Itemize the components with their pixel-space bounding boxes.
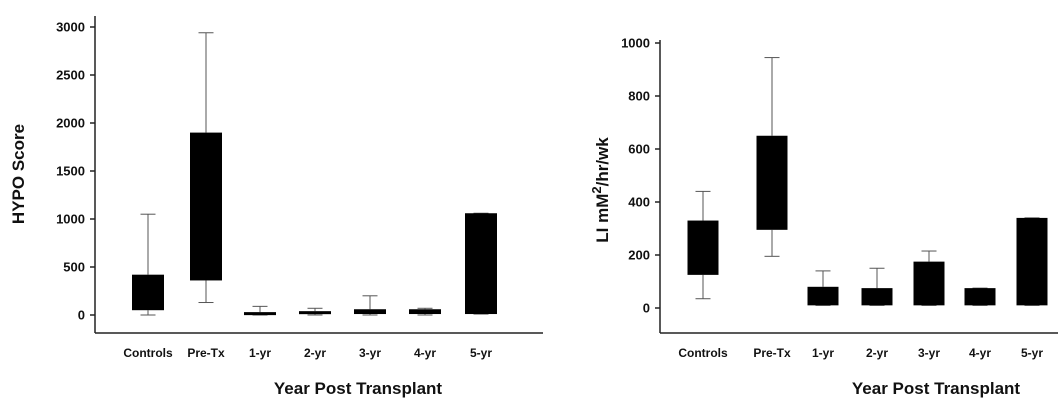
category-label: 4-yr [969,346,991,360]
y-tick-label: 3000 [56,20,85,35]
category-label: 3-yr [359,346,381,360]
box-body [132,274,164,311]
y-tick-label: 1000 [56,212,85,227]
y-tick-label: 200 [628,248,650,263]
box-3-yr [354,295,386,316]
category-label: 1-yr [812,346,834,360]
y-tick-label: 400 [628,195,650,210]
right-y-ticks: 0 200 400 600 800 1000 [621,36,660,316]
right-y-axis-label: LI mM2/hr/wk [589,137,612,243]
box-4-yr [409,307,441,316]
right-category-labels: Controls Pre-Tx 1-yr 2-yr 3-yr 4-yr 5-yr [678,346,1043,360]
box-5-yr [465,212,497,315]
y-tick-label: 0 [643,301,650,316]
box-controls [132,213,164,316]
box-5-yr [1016,217,1048,306]
category-label: Controls [123,346,173,360]
y-tick-label: 800 [628,89,650,104]
y-tick-label: 2000 [56,116,85,131]
box-body [299,311,331,315]
box-body [465,213,497,315]
category-label: Controls [678,346,728,360]
category-label: 1-yr [249,346,271,360]
right-y-label-sup: 2 [589,186,604,193]
left-x-axis-title: Year Post Transplant [274,379,443,398]
y-tick-label: 600 [628,142,650,157]
category-label: 3-yr [918,346,940,360]
box-body [807,286,839,306]
box-pre-tx [190,32,222,304]
left-y-ticks: 0 500 1000 1500 2000 2500 3000 [56,20,95,323]
y-tick-label: 500 [63,260,85,275]
box-pre-tx [756,57,788,257]
box-body [409,309,441,315]
box-body [861,288,893,306]
left-y-axis-title: HYPO Score [9,124,28,224]
right-chart-li: LI mM2/hr/wk 0 200 400 600 800 1000 Controls P… [589,36,1058,398]
left-boxes [132,32,497,316]
box-controls [687,190,719,300]
y-tick-label: 1500 [56,164,85,179]
category-label: 2-yr [866,346,888,360]
box-body [756,135,788,230]
box-1-yr [807,270,839,306]
box-body [354,309,386,315]
category-label: Pre-Tx [187,346,225,360]
y-tick-label: 2500 [56,68,85,83]
box-body [913,261,945,306]
category-label: 4-yr [414,346,436,360]
right-boxes [687,57,1048,306]
box-body [1016,217,1048,306]
box-body [244,312,276,316]
y-tick-label: 0 [78,308,85,323]
left-chart-hypo-score: HYPO Score 0 500 1000 1500 2000 2500 3000 Cont… [9,16,543,398]
left-category-labels: Controls Pre-Tx 1-yr 2-yr 3-yr 4-yr 5-yr [123,346,492,360]
category-label: 2-yr [304,346,326,360]
right-x-axis-title: Year Post Transplant [852,379,1021,398]
category-label: Pre-Tx [753,346,791,360]
left-y-axis-label: HYPO Score [9,124,28,224]
category-label: 5-yr [1021,346,1043,360]
box-body [687,220,719,275]
box-1-yr [244,305,276,316]
box-body [964,288,996,306]
y-tick-label: 1000 [621,36,650,51]
right-y-label-main: LI mM [593,194,612,243]
category-label: 5-yr [470,346,492,360]
box-4-yr [964,287,996,306]
box-body [190,132,222,281]
box-2-yr [299,307,331,316]
box-2-yr [861,267,893,306]
right-y-label-tail: /hr/wk [593,137,612,187]
box-3-yr [913,250,945,306]
